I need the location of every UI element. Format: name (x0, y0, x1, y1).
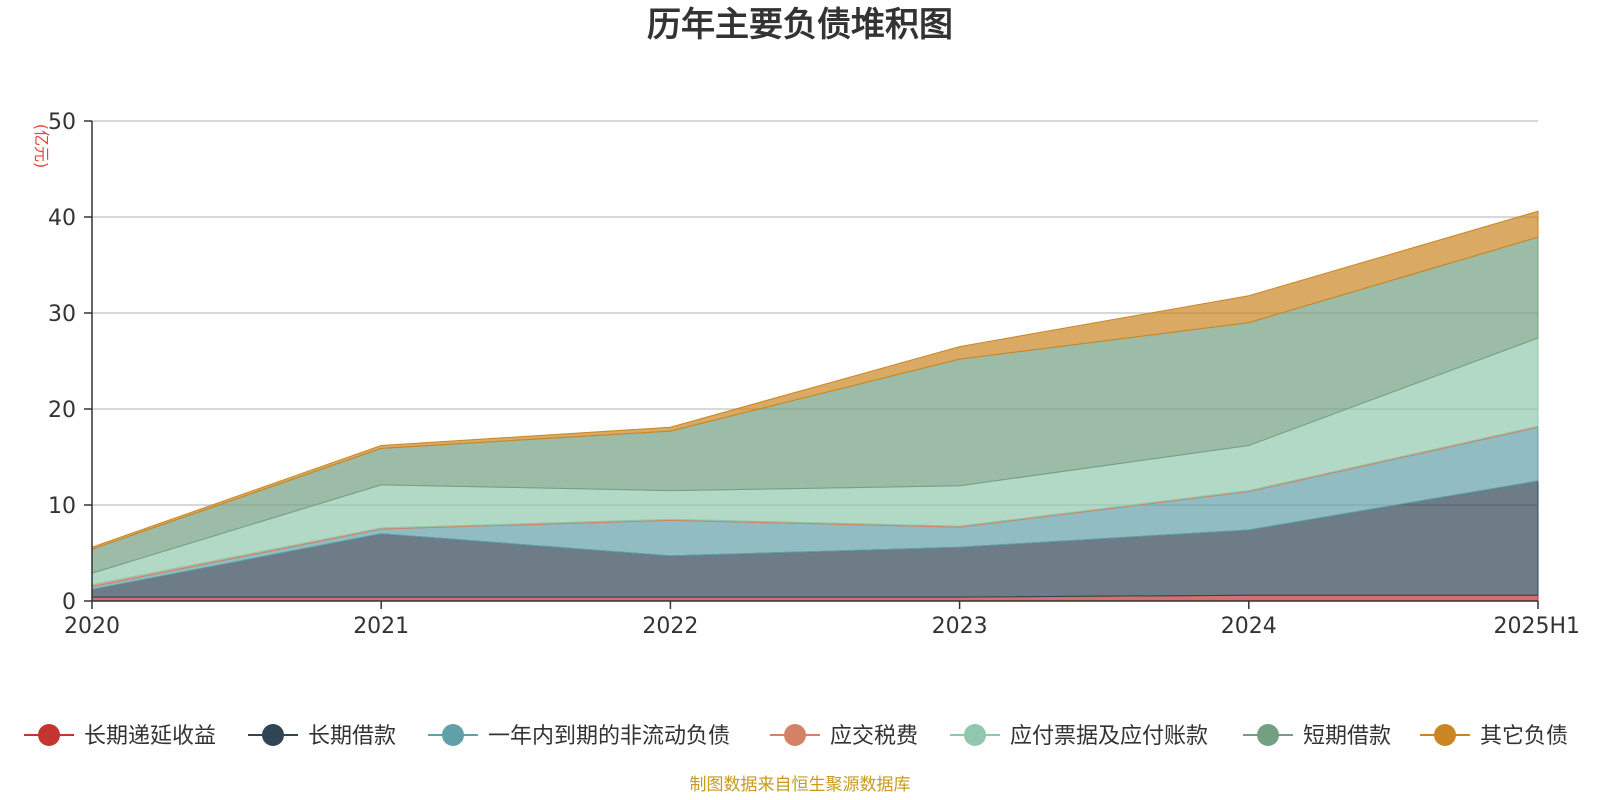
legend-label: 其它负债 (1480, 724, 1568, 749)
legend-item[interactable]: 一年内到期的非流动负债 (428, 724, 730, 749)
chart-title: 历年主要负债堆积图 (647, 5, 953, 45)
y-tick-label: 20 (48, 398, 76, 423)
legend-item[interactable]: 其它负债 (1420, 724, 1568, 749)
legend-label: 应交税费 (830, 724, 918, 749)
area-其它负债 (91, 210, 1539, 550)
x-tick-label: 2020 (64, 614, 120, 639)
legend-marker-icon (784, 724, 806, 746)
x-tick-label: 2025H1 (1493, 614, 1580, 639)
legend: 长期递延收益 长期借款 一年内到期的非流动负债 应交税费 应付票据及应付账款 短期借款 其它… (24, 724, 1568, 749)
x-tick-label: 2021 (353, 614, 409, 639)
y-tick-label: 10 (48, 494, 76, 519)
legend-marker-icon (964, 724, 986, 746)
x-tick-label: 2024 (1221, 614, 1277, 639)
x-tick-label: 2022 (642, 614, 698, 639)
y-tick-label: 50 (48, 110, 76, 135)
legend-label: 应付票据及应付账款 (1010, 724, 1208, 749)
y-tick-label: 0 (62, 590, 76, 615)
legend-marker-icon (1434, 724, 1456, 746)
axes: 0 10 20 30 40 50 2020 2021 2022 2023 2024 2025H1 (48, 110, 1580, 639)
legend-item[interactable]: 短期借款 (1243, 724, 1391, 749)
legend-label: 长期借款 (308, 724, 396, 749)
legend-item[interactable]: 应交税费 (770, 724, 918, 749)
y-tick-label: 40 (48, 206, 76, 231)
area-series (91, 210, 1539, 602)
y-tick-label: 30 (48, 302, 76, 327)
y-axis-unit-label: (亿元) (32, 124, 51, 169)
source-note: 制图数据来自恒生聚源数据库 (690, 775, 911, 795)
legend-label: 短期借款 (1303, 724, 1391, 749)
legend-item[interactable]: 应付票据及应付账款 (950, 724, 1208, 749)
legend-item[interactable]: 长期借款 (248, 724, 396, 749)
legend-marker-icon (1257, 724, 1279, 746)
x-tick-label: 2023 (932, 614, 988, 639)
legend-marker-icon (442, 724, 464, 746)
legend-item[interactable]: 长期递延收益 (24, 724, 216, 749)
legend-marker-icon (38, 724, 60, 746)
legend-label: 一年内到期的非流动负债 (488, 724, 730, 749)
legend-label: 长期递延收益 (84, 724, 216, 749)
legend-marker-icon (262, 724, 284, 746)
